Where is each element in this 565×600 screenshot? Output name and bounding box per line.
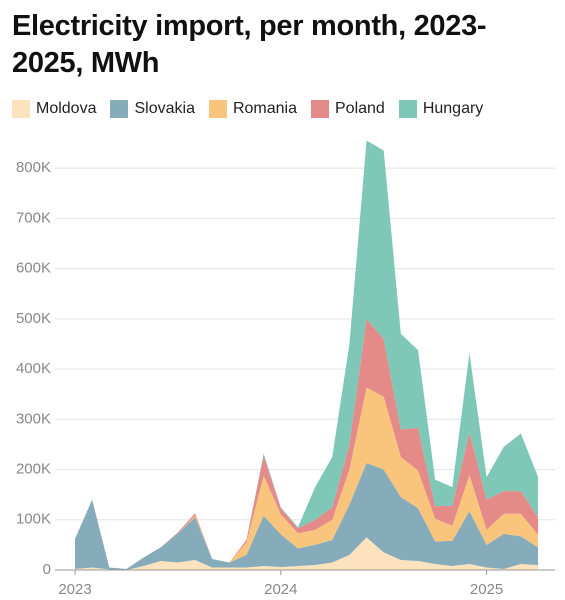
area	[75, 463, 539, 570]
chart-title: Electricity import, per month, 2023-2025…	[12, 10, 487, 79]
legend-swatch	[12, 100, 30, 118]
legend-label: Poland	[335, 100, 385, 117]
y-tick-label: 400K	[16, 360, 51, 377]
y-tick-label: 600K	[16, 260, 51, 277]
area	[75, 387, 539, 569]
y-tick-label: 200K	[16, 461, 51, 478]
y-tick-label: 300K	[16, 410, 51, 427]
legend: Moldova Slovakia Romania Poland Hungary	[12, 100, 483, 118]
y-tick-label: 700K	[16, 209, 51, 226]
legend-item: Poland	[311, 100, 385, 118]
legend-swatch	[311, 100, 329, 118]
legend-item: Romania	[208, 100, 297, 118]
x-tick-label: 2025	[470, 581, 503, 598]
legend-label: Romania	[232, 100, 297, 117]
legend-label: Moldova	[36, 100, 97, 117]
legend-swatch	[208, 100, 227, 118]
y-tick-label: 100K	[16, 511, 51, 528]
y-tick-label: 0	[43, 561, 51, 578]
y-tick-label: 500K	[16, 310, 51, 327]
legend-item: Slovakia	[110, 100, 195, 118]
area	[75, 537, 539, 570]
legend-item: Hungary	[398, 100, 484, 118]
legend-swatch	[398, 100, 417, 118]
x-tick-label: 2023	[58, 581, 91, 598]
legend-label: Slovakia	[134, 100, 195, 117]
legend-swatch	[110, 100, 129, 118]
legend-label: Hungary	[422, 100, 484, 117]
x-tick-label: 2024	[264, 581, 297, 598]
y-tick-label: 800K	[16, 159, 51, 176]
legend-item: Moldova	[12, 100, 96, 118]
